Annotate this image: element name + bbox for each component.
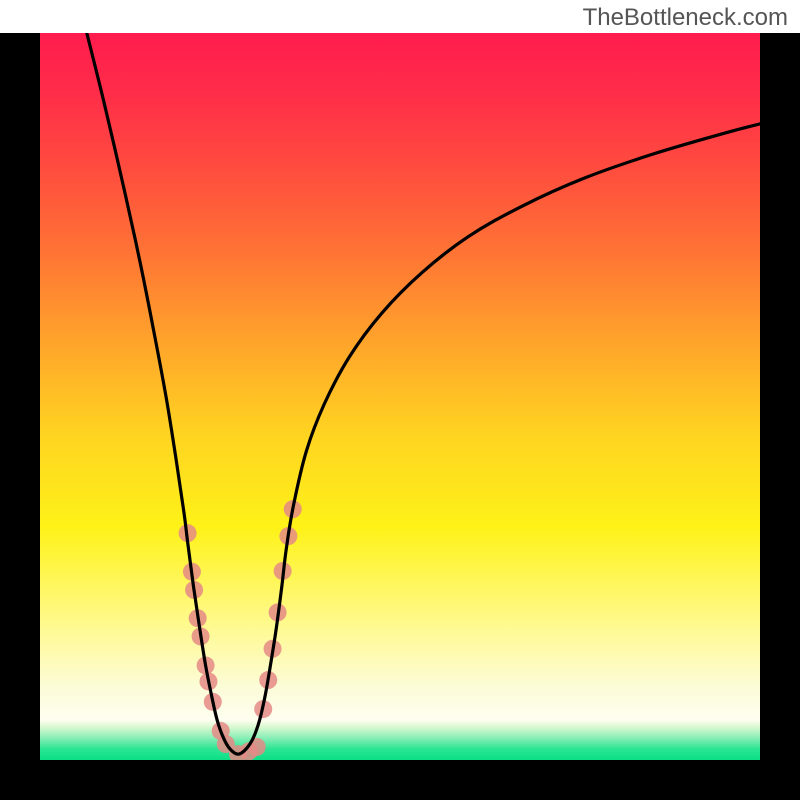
chart-svg: [0, 0, 800, 800]
plot-background: [40, 33, 760, 760]
watermark-text: TheBottleneck.com: [583, 4, 788, 32]
bottleneck-chart: TheBottleneck.com: [0, 0, 800, 800]
